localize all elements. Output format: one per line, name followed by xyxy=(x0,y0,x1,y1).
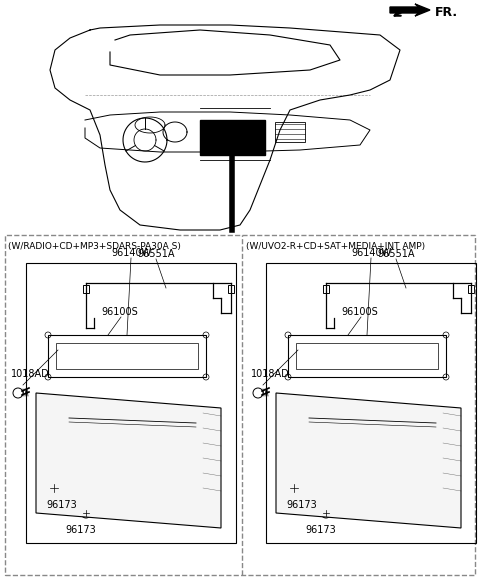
Bar xyxy=(125,489,134,496)
Bar xyxy=(352,489,361,496)
Text: 96551A: 96551A xyxy=(377,249,415,259)
Text: 96173: 96173 xyxy=(66,525,96,535)
Bar xyxy=(56,343,198,369)
Text: 96140W: 96140W xyxy=(111,248,151,258)
Polygon shape xyxy=(276,393,461,528)
Polygon shape xyxy=(390,4,430,16)
Circle shape xyxy=(288,445,304,461)
Text: 96173: 96173 xyxy=(286,500,317,510)
Bar xyxy=(112,489,121,496)
Bar xyxy=(313,489,322,496)
Bar xyxy=(73,489,82,496)
Text: 1018AD: 1018AD xyxy=(251,369,290,379)
Text: 96551A: 96551A xyxy=(137,249,175,259)
Text: (W/UVO2-R+CD+SAT+MEDIA+INT AMP): (W/UVO2-R+CD+SAT+MEDIA+INT AMP) xyxy=(246,242,425,251)
Polygon shape xyxy=(36,393,221,528)
Bar xyxy=(266,263,476,543)
Bar xyxy=(228,285,234,293)
Text: 96173: 96173 xyxy=(46,500,77,510)
Bar xyxy=(288,335,446,377)
Bar xyxy=(326,489,335,496)
Text: (W/RADIO+CD+MP3+SDARS-PA30A S): (W/RADIO+CD+MP3+SDARS-PA30A S) xyxy=(8,242,181,251)
Text: 96140W: 96140W xyxy=(351,248,391,258)
Circle shape xyxy=(48,445,64,461)
Bar xyxy=(323,285,329,293)
Text: 96173: 96173 xyxy=(306,525,336,535)
Text: 96100S: 96100S xyxy=(101,307,138,317)
Bar xyxy=(26,263,236,543)
Bar xyxy=(339,489,348,496)
Bar xyxy=(48,335,206,377)
Text: FR.: FR. xyxy=(435,5,458,19)
Bar xyxy=(86,489,95,496)
Bar xyxy=(71,406,136,483)
Bar xyxy=(311,406,376,483)
Text: 1018AD: 1018AD xyxy=(11,369,50,379)
Bar xyxy=(296,343,438,369)
Bar xyxy=(99,489,108,496)
Bar xyxy=(275,122,305,142)
Bar xyxy=(83,285,89,293)
FancyBboxPatch shape xyxy=(200,120,265,155)
Bar xyxy=(468,285,474,293)
Bar xyxy=(5,235,475,575)
Text: 96100S: 96100S xyxy=(341,307,378,317)
Bar xyxy=(365,489,374,496)
